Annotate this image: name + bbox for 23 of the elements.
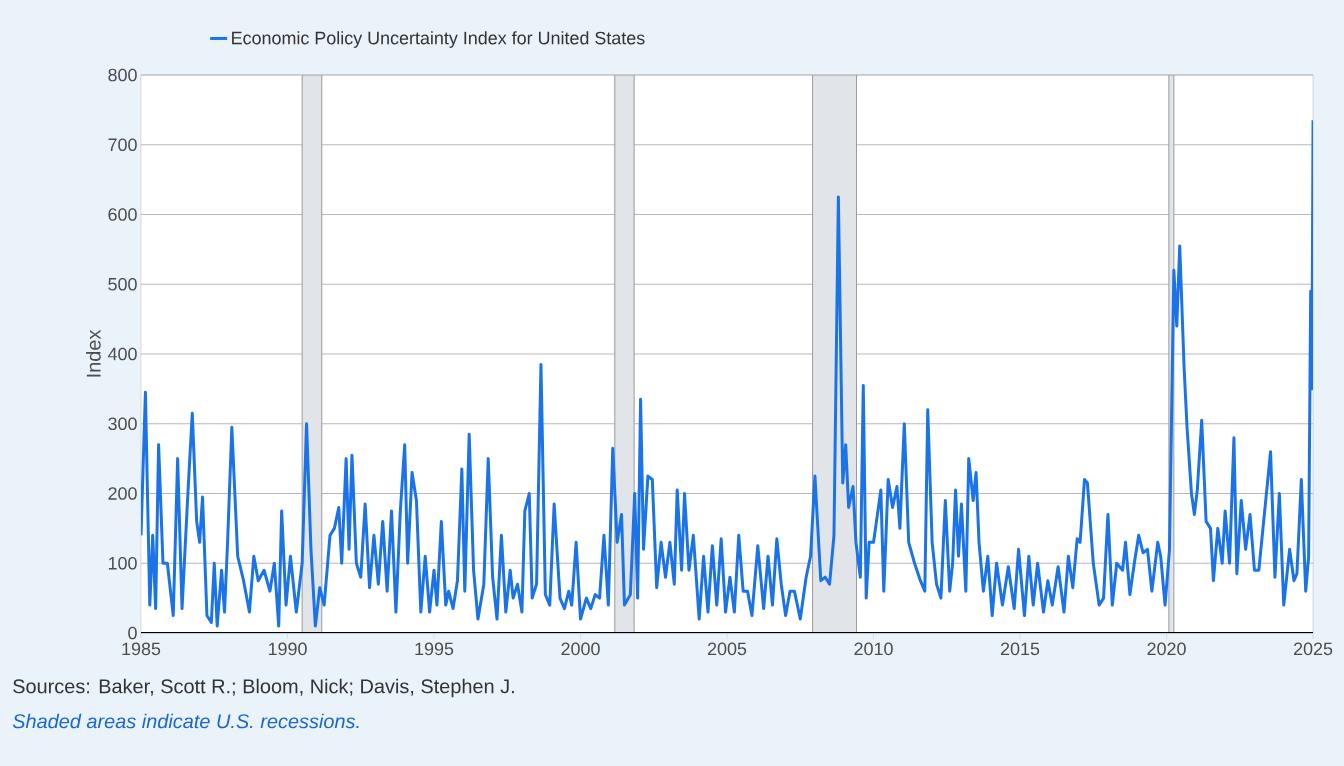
- y-tick-label: 400: [107, 347, 137, 361]
- x-tick-label: 2025: [1294, 642, 1333, 656]
- y-tick-label: 200: [108, 487, 137, 500]
- x-tick-label: 2010: [854, 642, 893, 656]
- legend-label: Economic Policy Uncertainty Index for United States: [232, 31, 645, 48]
- y-tick-label: 800: [108, 68, 137, 82]
- y-tick-label: 0: [128, 626, 137, 640]
- y-axis-title: Index: [86, 329, 101, 377]
- x-tick-label: 1990: [268, 642, 307, 656]
- x-tick-label: 2015: [1000, 642, 1040, 656]
- x-tick-label: 2005: [707, 642, 747, 656]
- line-series: [141, 118, 1314, 628]
- x-tick-label: 1995: [415, 642, 454, 656]
- y-tick-label: 500: [108, 277, 137, 291]
- text: Shaded areas indicate U.S. recessions.: [12, 713, 359, 729]
- y-tick-label: 600: [108, 208, 137, 221]
- source-note: Sources: Baker, Scott R.; Bloom, Nick; Davis, Stephen J.: [13, 678, 514, 698]
- x-tick-label: 1985: [122, 642, 161, 656]
- y-tick-label: 300: [108, 417, 137, 431]
- x-tick-label: 2020: [1147, 642, 1186, 656]
- y-tick-label: 100: [108, 556, 137, 570]
- y-tick-label: 700: [108, 138, 137, 152]
- x-tick-label: 2000: [561, 642, 600, 656]
